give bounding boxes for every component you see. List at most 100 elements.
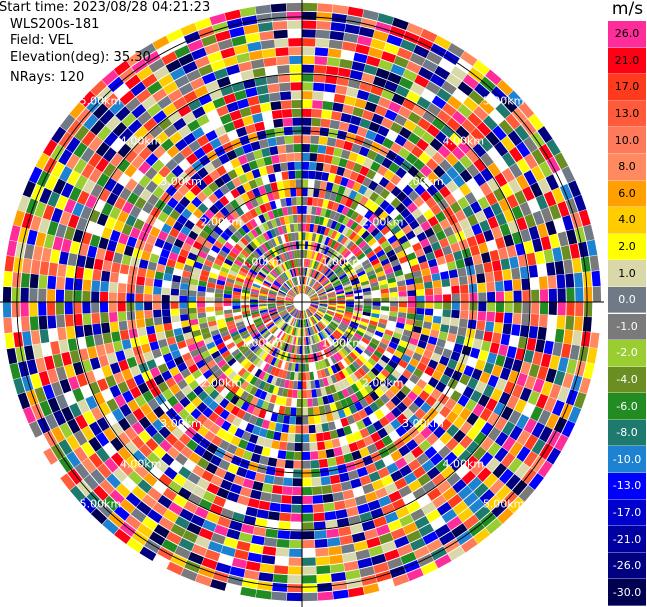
gate-cell: [372, 305, 381, 311]
gate-cell: [344, 95, 357, 106]
gate-cell: [433, 287, 443, 295]
gate-cell: [22, 258, 32, 274]
gate-cell: [218, 249, 228, 258]
gate-cell: [406, 60, 422, 74]
gate-cell: [285, 144, 294, 153]
gate-cell: [381, 540, 397, 553]
gate-cell: [202, 407, 214, 418]
gate-cell: [196, 191, 208, 203]
gate-cell: [409, 358, 420, 368]
gate-cell: [302, 592, 318, 602]
gate-cell: [155, 459, 169, 473]
gate-cell: [364, 101, 378, 113]
gate-cell: [286, 305, 294, 309]
gate-cell: [285, 343, 291, 353]
gate-cell: [232, 302, 241, 306]
gate-cell: [52, 178, 66, 195]
gate-cell: [214, 302, 223, 307]
gate-cell: [552, 247, 563, 262]
gate-cell: [165, 420, 178, 433]
gate-cell: [345, 291, 354, 296]
gate-cell: [159, 439, 173, 453]
gate-cell: [205, 297, 214, 302]
gate-cell: [226, 528, 241, 540]
gate-cell: [264, 353, 272, 363]
gate-cell: [88, 436, 103, 452]
gate-cell: [408, 414, 420, 426]
gate-cell: [569, 344, 581, 361]
gate-cell: [574, 391, 587, 409]
gate-cell: [204, 549, 221, 562]
gate-cell: [204, 209, 215, 220]
gate-cell: [336, 290, 345, 295]
gate-cell: [324, 511, 337, 521]
gate-cell: [4, 332, 15, 349]
gate-cell: [532, 238, 543, 253]
gate-cell: [152, 302, 162, 310]
gate-cell: [400, 39, 417, 52]
gate-cell: [90, 119, 106, 136]
gate-cell: [295, 286, 300, 294]
gate-cell: [253, 526, 267, 537]
gate-cell: [198, 345, 208, 354]
gate-cell: [345, 296, 354, 300]
gate-cell: [296, 267, 300, 276]
gate-cell: [514, 398, 527, 414]
gate-cell: [292, 487, 302, 496]
gate-cell: [311, 233, 317, 242]
gate-cell: [458, 318, 468, 328]
gate-cell: [82, 410, 96, 426]
gate-cell: [457, 394, 470, 407]
gate-cell: [353, 135, 365, 146]
gate-cell: [557, 357, 569, 373]
gate-cell: [291, 318, 296, 326]
gate-cell: [368, 213, 379, 224]
gate-cell: [300, 310, 302, 319]
gate-cell: [143, 351, 154, 362]
gate-cell: [412, 270, 422, 278]
gate-cell: [340, 480, 353, 491]
gate-cell: [324, 190, 332, 200]
gate-cell: [138, 429, 152, 444]
gate-cell: [229, 520, 243, 532]
gate-cell: [358, 273, 368, 280]
gate-cell: [248, 433, 259, 444]
gate-cell: [355, 154, 367, 165]
gate-cell: [221, 245, 231, 254]
gate-cell: [145, 411, 158, 424]
gate-cell: [331, 411, 340, 421]
gate-cell: [152, 186, 165, 199]
gate-cell: [330, 355, 337, 365]
gate-cell: [288, 215, 294, 224]
gate-cell: [235, 126, 248, 138]
gate-cell: [408, 178, 420, 190]
gate-cell: [367, 93, 381, 105]
gate-cell: [378, 145, 390, 157]
gate-cell: [304, 286, 308, 294]
gate-cell: [232, 298, 241, 302]
gate-cell: [277, 387, 284, 397]
gate-cell: [532, 351, 543, 366]
gate-cell: [417, 340, 428, 349]
gate-cell: [459, 284, 469, 294]
gate-cell: [460, 51, 478, 67]
gate-cell: [427, 215, 439, 227]
gate-cell: [397, 312, 407, 319]
gate-cell: [405, 230, 416, 241]
gate-cell: [330, 239, 337, 249]
gate-cell: [562, 215, 574, 231]
gate-cell: [364, 394, 375, 405]
gate-cell: [265, 321, 274, 328]
gate-cell: [494, 431, 509, 447]
gate-cell: [147, 193, 160, 206]
gate-cell: [305, 259, 309, 268]
gate-cell: [243, 234, 252, 243]
gate-cell: [195, 235, 206, 245]
gate-cell: [364, 528, 379, 540]
gate-cell: [83, 113, 99, 130]
gate-cell: [190, 172, 202, 184]
gate-cell: [528, 325, 539, 339]
gate-cell: [442, 294, 452, 302]
gate-cell: [132, 345, 143, 357]
gate-cell: [153, 309, 162, 318]
